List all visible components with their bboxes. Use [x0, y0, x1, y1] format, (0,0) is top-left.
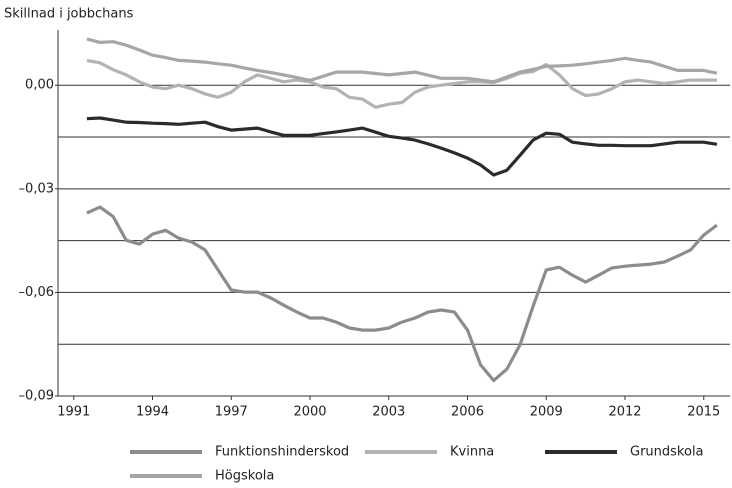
series-line — [86, 58, 717, 109]
x-tick-label: 2006 — [451, 405, 484, 420]
x-tick-label: 2000 — [293, 405, 326, 420]
series-line — [86, 116, 718, 177]
series-line — [86, 37, 718, 84]
series-line — [86, 205, 718, 383]
legend-label: Kvinna — [450, 445, 494, 460]
y-tick-label: –0,03 — [19, 181, 54, 196]
x-tick-label: 1994 — [136, 405, 169, 420]
x-tick-label: 2012 — [608, 405, 641, 420]
legend-label: Funktionshinderskod — [215, 445, 349, 460]
legend-label: Grundskola — [630, 445, 704, 460]
y-tick-label: –0,09 — [19, 389, 54, 404]
legend-label: Högskola — [215, 469, 274, 484]
x-tick-label: 1997 — [215, 405, 248, 420]
y-tick-label: –0,06 — [19, 285, 54, 300]
y-axis-label: Skillnad i jobbchans — [4, 7, 134, 22]
x-tick-label: 2009 — [530, 405, 563, 420]
x-tick-label: 2003 — [372, 405, 405, 420]
y-tick-label: 0,00 — [25, 78, 54, 93]
x-tick-label: 2015 — [687, 405, 720, 420]
x-tick-label: 1991 — [57, 405, 90, 420]
